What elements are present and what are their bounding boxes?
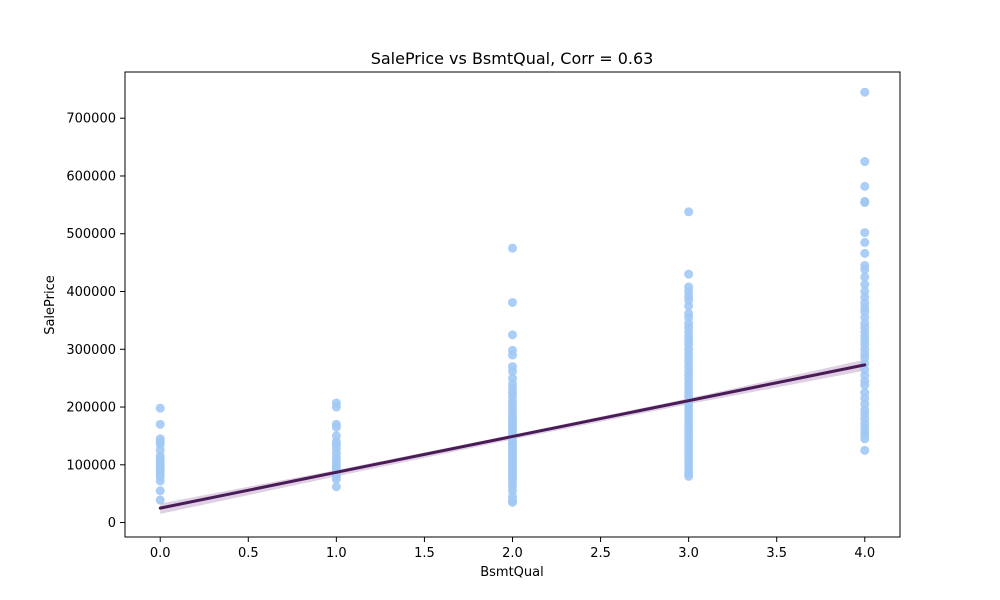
x-tick-label: 0.5 — [238, 546, 259, 561]
scatter-points-layer — [155, 87, 870, 507]
plot-area — [124, 71, 901, 538]
y-tick-label: 400000 — [66, 285, 116, 300]
scatter-point — [508, 366, 517, 376]
scatter-point — [860, 280, 870, 290]
regression-line — [158, 363, 867, 510]
scatter-point — [860, 157, 870, 167]
x-tick-label: 4.0 — [854, 546, 875, 561]
scatter-point — [860, 181, 870, 191]
x-tick-label: 2.5 — [590, 546, 611, 561]
y-tick-label: 0 — [108, 516, 116, 531]
regression-line-layer — [158, 363, 867, 510]
x-tick-label: 1.0 — [326, 546, 347, 561]
scatter-point — [331, 402, 341, 412]
scatter-point — [331, 482, 341, 492]
scatter-point — [155, 476, 165, 486]
scatter-point — [860, 445, 870, 455]
scatter-point — [508, 330, 517, 340]
scatter-point — [155, 403, 165, 413]
y-tick-label: 100000 — [66, 458, 116, 473]
scatter-point — [331, 474, 341, 484]
scatter-point — [860, 434, 870, 444]
scatter-point — [860, 237, 870, 247]
scatter-point — [860, 380, 870, 390]
y-tick-label: 200000 — [66, 401, 116, 416]
scatter-point — [684, 207, 694, 217]
x-tick-label: 3.0 — [678, 546, 699, 561]
scatter-point — [331, 422, 341, 432]
scatter-point — [860, 248, 870, 258]
scatter-point — [155, 486, 165, 496]
x-tick-label: 3.5 — [766, 546, 787, 561]
scatter-point — [860, 198, 870, 208]
scatter-point — [508, 243, 517, 253]
scatter-point — [860, 265, 870, 275]
scatter-point — [684, 301, 694, 311]
y-tick-label: 500000 — [66, 227, 116, 242]
y-tick-label: 700000 — [66, 112, 116, 127]
scatter-point — [508, 497, 517, 507]
x-tick-label: 0.0 — [150, 546, 171, 561]
scatter-point — [860, 272, 870, 282]
scatter-point — [155, 495, 165, 505]
scatter-point — [684, 471, 694, 481]
y-axis-label: SalePrice — [43, 275, 58, 335]
x-tick-label: 2.0 — [502, 546, 523, 561]
x-axis: 0.0 0.5 1.0 1.5 2.0 2.5 3.0 3.5 4.0 — [150, 537, 875, 561]
scatter-point — [684, 269, 694, 279]
scatter-point — [508, 297, 517, 307]
x-axis-label: BsmtQual — [480, 565, 544, 580]
scatter-point — [860, 87, 870, 97]
y-axis: 0 100000 200000 300000 400000 500000 600000 700… — [66, 112, 125, 531]
scatter-point — [508, 350, 517, 360]
scatter-point — [155, 419, 165, 429]
y-tick-label: 300000 — [66, 343, 116, 358]
y-tick-label: 600000 — [66, 169, 116, 184]
x-tick-label: 1.5 — [414, 546, 435, 561]
scatter-point — [860, 228, 870, 238]
chart-title: SalePrice vs BsmtQual, Corr = 0.63 — [371, 49, 654, 68]
